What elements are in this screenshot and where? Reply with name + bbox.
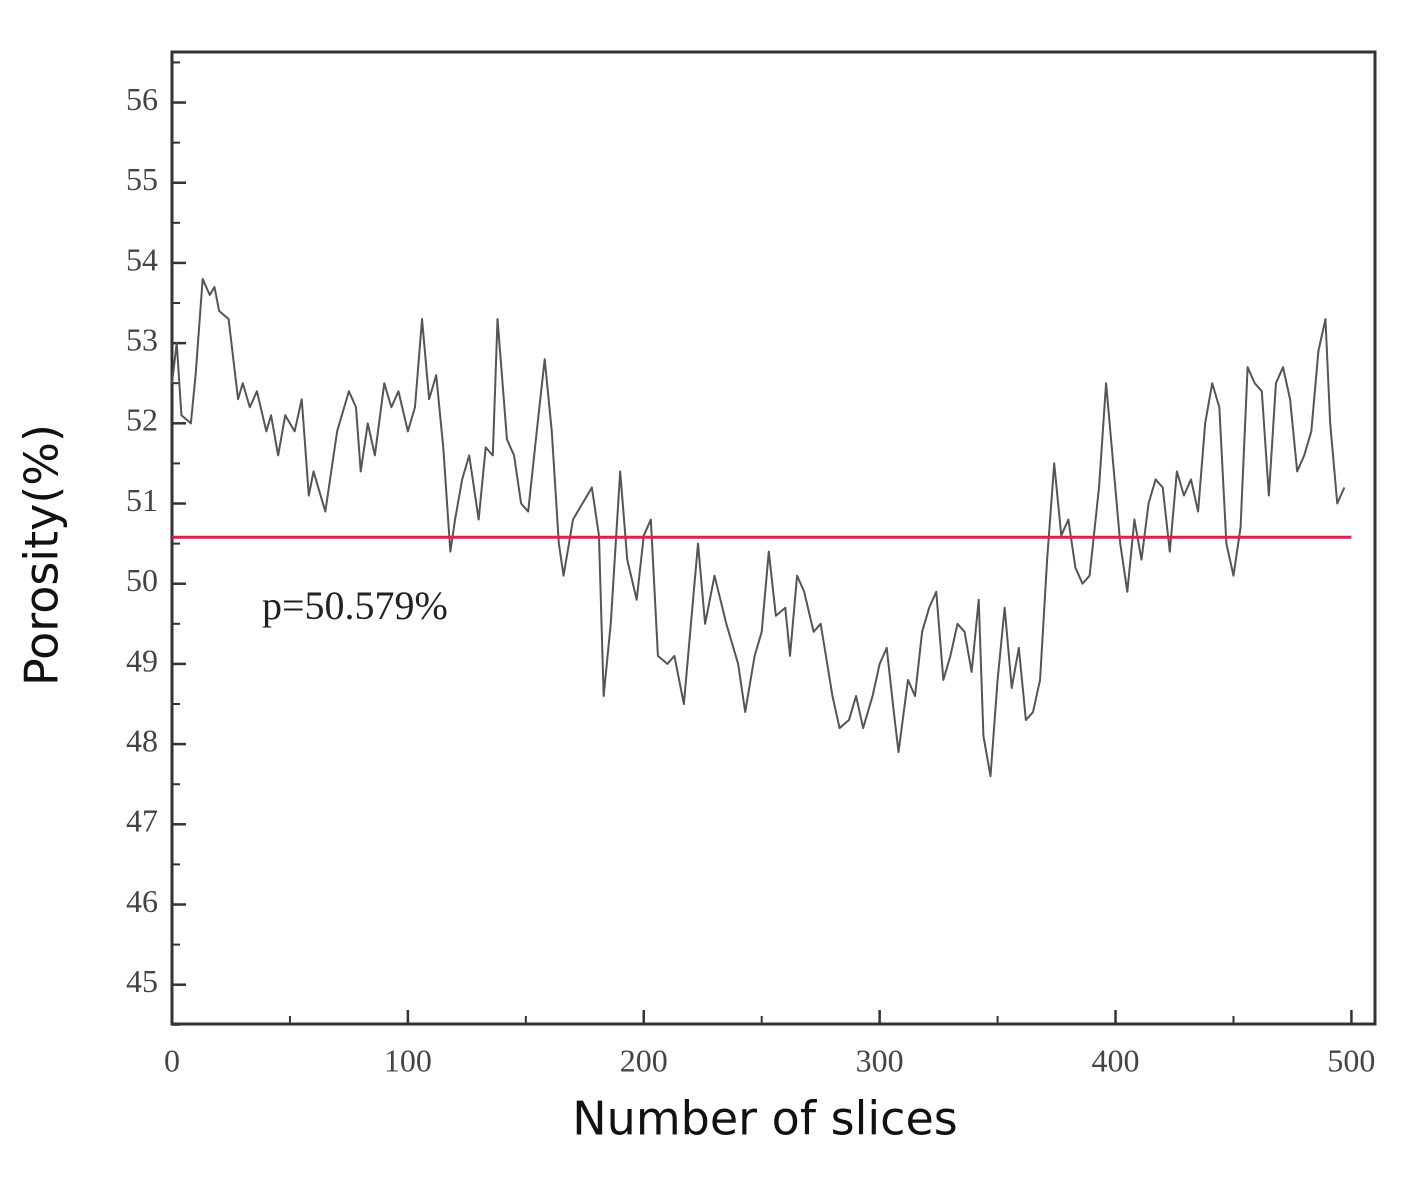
y-tick-label: 45 xyxy=(126,963,158,999)
x-tick-label: 100 xyxy=(384,1042,432,1078)
y-tick-label: 56 xyxy=(126,81,158,117)
y-tick-label: 47 xyxy=(126,803,158,839)
y-tick-label: 51 xyxy=(126,482,158,518)
y-tick-label: 54 xyxy=(126,241,158,277)
x-tick-label: 400 xyxy=(1092,1042,1140,1078)
y-tick-label: 46 xyxy=(126,883,158,919)
y-tick-label: 48 xyxy=(126,722,158,758)
y-tick-label: 49 xyxy=(126,642,158,678)
y-tick-label: 55 xyxy=(126,161,158,197)
data-line xyxy=(171,277,1346,778)
x-tick-label: 500 xyxy=(1327,1042,1375,1078)
y-tick-label: 50 xyxy=(126,562,158,598)
y-tick-label: 53 xyxy=(126,321,158,357)
x-axis-label: Number of slices xyxy=(572,1092,957,1146)
x-tick-label: 300 xyxy=(856,1042,904,1078)
x-tick-label: 200 xyxy=(620,1042,668,1078)
y-axis-label: Porosity(%) xyxy=(15,424,69,686)
reference-label: p=50.579% xyxy=(262,583,448,628)
x-tick-label: 0 xyxy=(164,1042,180,1078)
y-tick-label: 52 xyxy=(126,402,158,438)
